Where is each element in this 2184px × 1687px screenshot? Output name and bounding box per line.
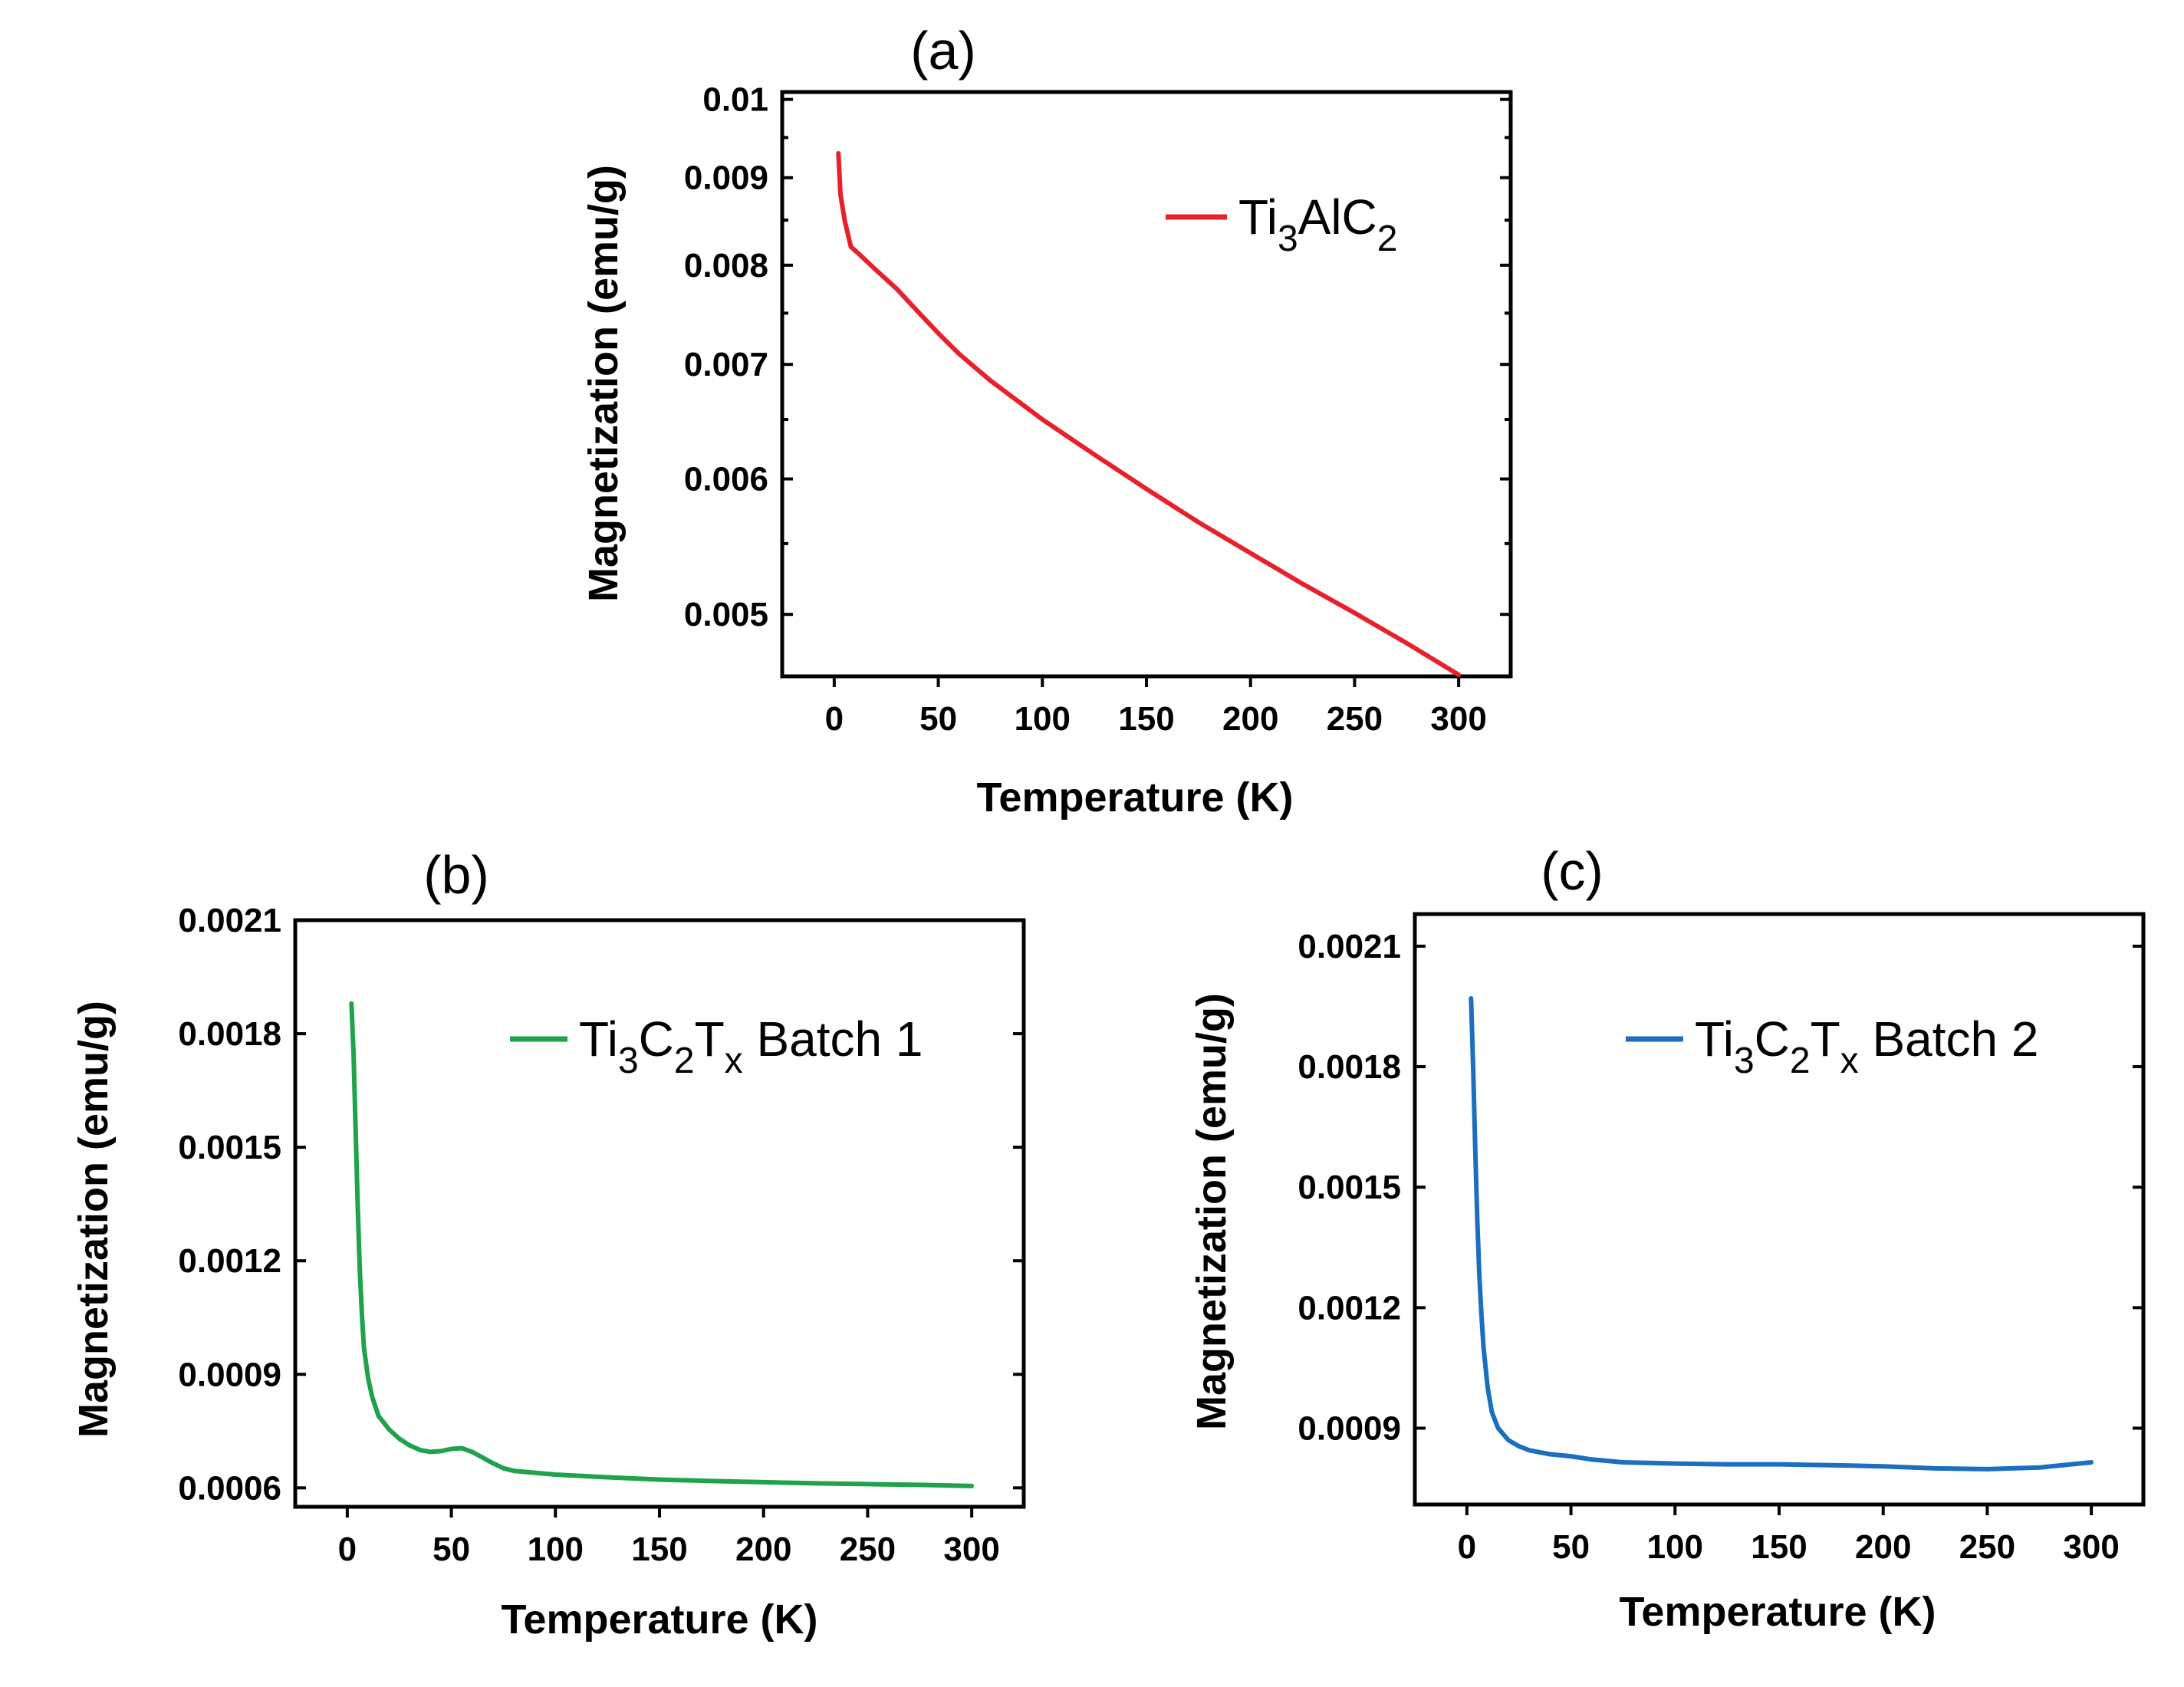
y-tick-label-b-1: 0.0009 [178,1356,281,1393]
y-tick-label-b-3: 0.0015 [178,1129,281,1166]
x-ticks-a: 0 50 100 150 200 250 300 [825,676,1487,738]
y-tick-label-a-2: 0.007 [684,346,768,383]
x-tick-label-b-1: 50 [433,1531,470,1568]
x-tick-label-a-6: 300 [1430,700,1486,738]
panel-b: (b) 0.0006 0.0009 0.0012 0.0015 0.0018 0.0021… [71,845,1026,1643]
y-axis-title-c: Magnetization (emu/g) [1189,993,1235,1430]
legend-label-c: Ti3C2Tx Batch 2 [1695,1011,2038,1081]
x-tick-label-b-3: 150 [631,1531,687,1568]
y-ticks-c: 0.0009 0.0012 0.0015 0.0018 0.0021 [1298,928,2143,1447]
legend-b: Ti3C2Tx Batch 1 [510,1011,923,1081]
x-tick-label-a-4: 200 [1222,700,1278,738]
y-tick-label-c-4: 0.0021 [1298,928,1401,965]
x-tick-label-c-1: 50 [1552,1528,1590,1566]
x-tick-label-a-2: 100 [1015,700,1071,738]
y-tick-label-a-4: 0.009 [684,159,768,197]
panel-a: (a) 0.005 0.006 0.007 0.008 0.009 0.01 0 50 100… [581,21,1513,820]
y-tick-label-a-0: 0.005 [684,596,768,633]
y-tick-label-b-5: 0.0021 [178,902,281,939]
y-tick-label-c-0: 0.0009 [1298,1409,1401,1447]
x-tick-label-c-4: 200 [1855,1528,1911,1566]
x-ticks-b: 0 50 100 150 200 250 300 [338,1507,1000,1568]
legend-a: Ti3AlC2 [1166,189,1397,259]
y-tick-label-a-1: 0.006 [684,461,768,498]
y-axis-title-b: Magnetization (emu/g) [71,1001,117,1438]
y-tick-label-a-5: 0.01 [702,81,768,119]
y-tick-label-b-2: 0.0012 [178,1242,281,1280]
plot-frame-a [780,90,1513,679]
x-tick-label-a-1: 50 [919,700,957,738]
x-tick-label-c-3: 150 [1751,1528,1807,1566]
panel-label-c: (c) [1541,841,1603,901]
panel-label-b: (b) [423,845,489,905]
panel-c: (c) 0.0009 0.0012 0.0015 0.0018 0.0021 0 50 10… [1189,841,2146,1635]
y-axis-title-a: Magnetization (emu/g) [581,165,627,602]
legend-label-a: Ti3AlC2 [1238,189,1397,259]
series-line-ti3c2tx-batch-2 [1469,996,2094,1472]
series-line-ti3c2tx-batch-1 [349,1001,975,1488]
x-tick-label-c-0: 0 [1458,1528,1476,1566]
y-tick-label-c-2: 0.0015 [1298,1169,1401,1206]
x-axis-title-c: Temperature (K) [1619,1589,1936,1635]
y-tick-label-b-4: 0.0018 [178,1015,281,1053]
x-tick-label-b-2: 100 [528,1531,584,1568]
x-tick-label-c-5: 250 [1959,1528,2015,1566]
x-axis-title-b: Temperature (K) [501,1597,817,1643]
x-tick-label-c-2: 100 [1647,1528,1703,1566]
panel-label-a: (a) [910,21,976,81]
x-tick-label-c-6: 300 [2063,1528,2119,1566]
y-tick-label-c-1: 0.0012 [1298,1289,1401,1327]
x-tick-label-b-6: 300 [943,1531,999,1568]
x-tick-label-b-5: 250 [840,1531,896,1568]
x-tick-label-a-5: 250 [1327,700,1383,738]
legend-c: Ti3C2Tx Batch 2 [1626,1011,2038,1081]
y-tick-label-b-0: 0.0006 [178,1469,281,1507]
x-tick-label-b-4: 200 [735,1531,791,1568]
x-ticks-c: 0 50 100 150 200 250 300 [1458,1504,2120,1566]
x-tick-label-a-3: 150 [1118,700,1174,738]
y-ticks-a: 0.005 0.006 0.007 0.008 0.009 0.01 [684,81,1511,633]
plot-frame-c [1413,912,2146,1507]
plot-frame-b [293,918,1026,1509]
x-tick-label-b-0: 0 [338,1531,357,1568]
x-axis-title-a: Temperature (K) [976,774,1293,820]
legend-label-b: Ti3C2Tx Batch 1 [579,1011,923,1081]
x-tick-label-a-0: 0 [825,700,844,738]
y-tick-label-c-3: 0.0018 [1298,1048,1401,1086]
y-ticks-b: 0.0006 0.0009 0.0012 0.0015 0.0018 0.0021 [178,902,1024,1507]
series-line-ti3alc2 [836,151,1462,677]
y-tick-label-a-3: 0.008 [684,247,768,284]
